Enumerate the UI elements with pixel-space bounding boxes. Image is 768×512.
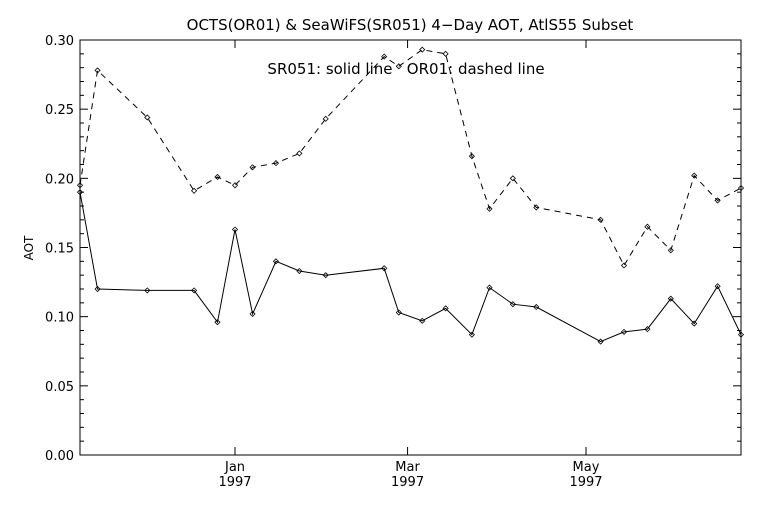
data-point-sr051 — [214, 319, 221, 326]
y-tick-label: 0.30 — [45, 34, 74, 49]
data-point-sr051 — [322, 272, 329, 279]
y-tick-label: 0.15 — [45, 242, 74, 257]
data-point-sr051 — [144, 287, 151, 294]
data-point-or01 — [144, 114, 151, 121]
data-point-or01 — [76, 182, 84, 189]
data-point-sr051 — [691, 320, 698, 327]
data-point-or01 — [214, 173, 221, 181]
data-point-sr051 — [381, 265, 388, 272]
data-point-or01 — [486, 205, 493, 212]
y-tick-label: 0.20 — [45, 172, 74, 187]
data-point-or01 — [468, 153, 475, 160]
data-point-sr051 — [533, 303, 540, 311]
data-point-or01 — [322, 115, 329, 122]
data-point-or01 — [644, 223, 651, 230]
data-point-sr051 — [249, 310, 256, 317]
x-tick-label-year: 1997 — [391, 475, 424, 490]
y-axis-label: AOT — [22, 235, 36, 260]
data-point-sr051 — [486, 284, 493, 291]
data-point-sr051 — [620, 328, 628, 335]
data-point-or01 — [509, 175, 516, 182]
series-layer — [76, 46, 745, 345]
chart-title: OCTS(OR01) & SeaWiFS(SR051) 4−Day AOT, A… — [187, 16, 634, 34]
data-point-or01 — [691, 172, 698, 179]
series-line-or01 — [79, 49, 742, 267]
data-point-sr051 — [94, 285, 101, 293]
data-point-or01 — [191, 187, 198, 194]
data-point-sr051 — [191, 287, 198, 294]
y-tick-label: 0.00 — [45, 449, 74, 464]
data-point-or01 — [620, 262, 628, 269]
data-point-or01 — [667, 247, 674, 254]
data-point-sr051 — [737, 331, 745, 338]
data-point-or01 — [442, 50, 449, 57]
data-point-sr051 — [667, 295, 674, 302]
data-point-sr051 — [395, 309, 402, 316]
y-tick-label: 0.25 — [45, 103, 74, 118]
x-tick-label-year: 1997 — [569, 475, 602, 490]
x-tick-label-month: May — [573, 460, 600, 475]
data-point-or01 — [249, 164, 256, 171]
data-point-sr051 — [714, 283, 721, 290]
data-point-or01 — [395, 63, 402, 70]
data-point-sr051 — [597, 338, 604, 345]
y-tick-label: 0.10 — [45, 311, 74, 326]
data-point-or01 — [737, 184, 745, 192]
data-point-sr051 — [644, 326, 651, 333]
series-line-sr051 — [79, 192, 742, 343]
data-point-or01 — [419, 46, 426, 53]
data-point-sr051 — [76, 189, 84, 196]
plot-frame — [79, 39, 742, 456]
data-point-or01 — [272, 160, 280, 167]
data-point-or01 — [296, 150, 303, 157]
data-point-or01 — [597, 216, 604, 223]
data-point-sr051 — [442, 305, 449, 312]
line-style-annotation: SR051: solid line OR01: dashed line — [267, 60, 544, 78]
data-point-or01 — [231, 182, 239, 189]
x-tick-label-month: Mar — [395, 460, 420, 475]
data-point-sr051 — [231, 226, 239, 233]
data-point-sr051 — [509, 301, 516, 308]
y-axis: 0.00 0.05 0.10 0.15 0.20 0.25 0.30 — [45, 34, 741, 464]
data-point-or01 — [94, 67, 101, 74]
data-point-sr051 — [272, 258, 280, 265]
data-point-or01 — [714, 197, 721, 204]
data-point-or01 — [381, 53, 388, 60]
x-tick-label-month: Jan — [224, 460, 245, 475]
data-point-sr051 — [296, 267, 303, 275]
data-point-or01 — [533, 204, 540, 211]
x-tick-label-year: 1997 — [218, 475, 251, 490]
y-tick-label: 0.05 — [45, 380, 74, 395]
data-point-sr051 — [419, 317, 426, 324]
data-point-sr051 — [468, 331, 475, 338]
